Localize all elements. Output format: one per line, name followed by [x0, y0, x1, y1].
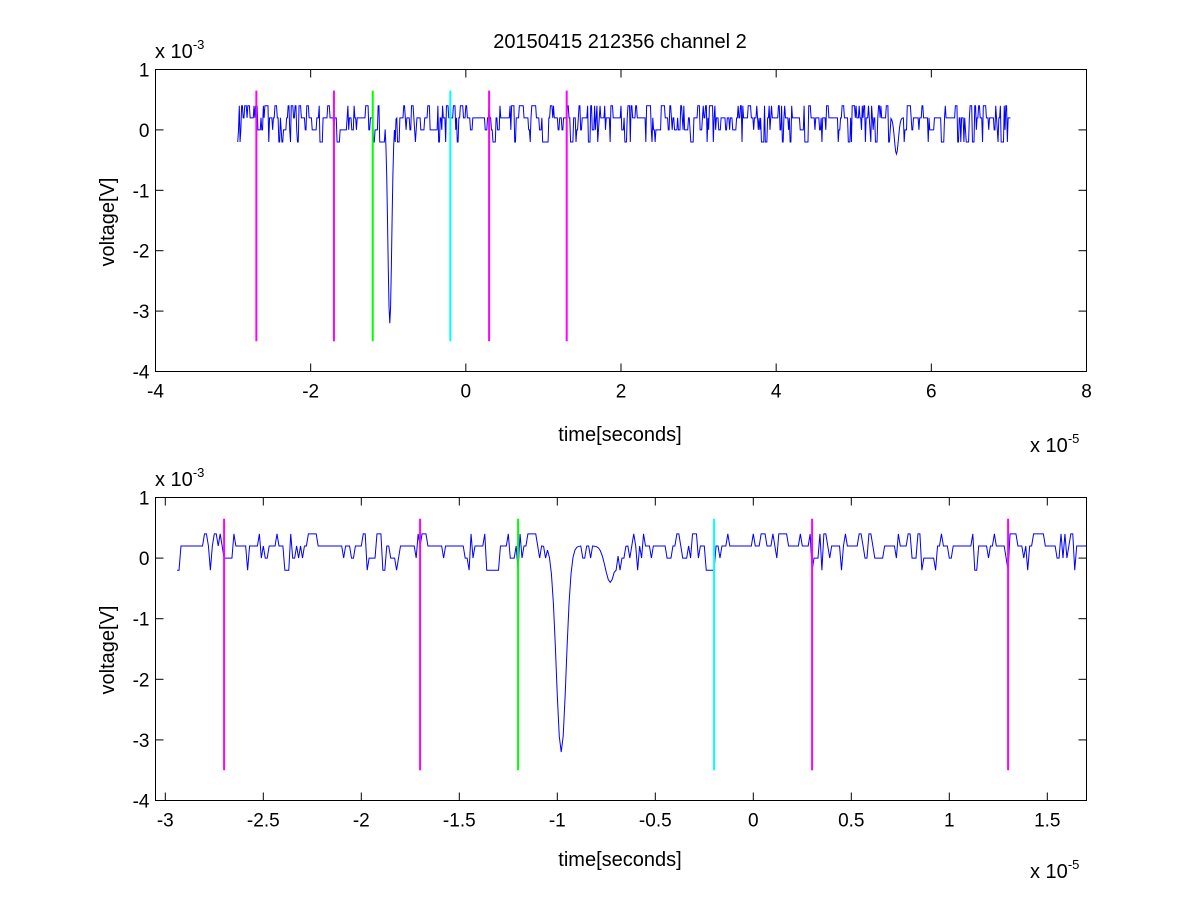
- bottom-x-axis-label: time[seconds]: [558, 849, 681, 871]
- bottom-y-axis-label: voltage[V]: [97, 606, 119, 695]
- top-series-line: [237, 105, 1011, 324]
- top-y-tick-label: 1: [139, 61, 150, 82]
- top-x-axis-label: time[seconds]: [558, 424, 681, 446]
- top-x-tick-label: 8: [1081, 382, 1092, 403]
- bottom-x-tick-label: -2: [353, 811, 370, 832]
- bottom-series-line: [177, 533, 1087, 753]
- bottom-plot: -3 -2.5 -2 -1.5 -1 -0.5 0 0.5 1 1.5 1 0 -1 -2 -3 -4 tim…: [97, 465, 1087, 883]
- bottom-x-tick-label: 1.5: [1034, 811, 1060, 832]
- bottom-x-tick-label: -0.5: [639, 811, 672, 832]
- bottom-x-tick-label: -1.5: [443, 811, 476, 832]
- top-x-tick-label: 0: [461, 382, 472, 403]
- top-y-tick-label: -4: [133, 363, 150, 384]
- bottom-x-tick-label: 0: [748, 811, 759, 832]
- top-x-tick-label: 4: [771, 382, 782, 403]
- bottom-x-tick-label: 1: [944, 811, 955, 832]
- bottom-x-multiplier-exp: -5: [1068, 857, 1080, 872]
- bottom-y-multiplier-base: x 10: [155, 469, 193, 491]
- bottom-y-tick-label: -3: [133, 731, 150, 752]
- top-x-tick-label: -2: [302, 382, 319, 403]
- bottom-x-tick-label: -3: [157, 811, 174, 832]
- bottom-x-tick-label: 0.5: [838, 811, 864, 832]
- top-plot-ticks: -4 -2 0 2 4 6 810-1-2-3-4: [133, 61, 1092, 403]
- top-y-multiplier: x 10-3: [155, 37, 204, 63]
- bottom-y-tick-label: -4: [133, 792, 150, 813]
- top-y-multiplier-exp: -3: [193, 37, 205, 52]
- bottom-x-tick-label: -1: [549, 811, 566, 832]
- top-y-tick-label: 0: [139, 121, 150, 142]
- bottom-y-multiplier-exp: -3: [193, 465, 205, 480]
- bottom-y-tick-label: -1: [133, 610, 150, 631]
- bottom-y-tick-label: 1: [139, 489, 150, 510]
- top-y-tick-label: -2: [133, 242, 150, 263]
- top-y-multiplier-base: x 10: [155, 41, 193, 63]
- top-plot-traces: [237, 90, 1011, 342]
- bottom-x-multiplier-base: x 10: [1030, 861, 1068, 883]
- chart-title: 20150415 212356 channel 2: [493, 31, 747, 53]
- bottom-plot-traces: [177, 518, 1087, 771]
- bottom-x-multiplier: x 10-5: [1030, 857, 1079, 883]
- top-x-tick-label: -4: [147, 382, 164, 403]
- top-y-tick-label: -1: [133, 181, 150, 202]
- bottom-y-tick-label: -2: [133, 670, 150, 691]
- bottom-plot-area: [155, 497, 1087, 801]
- bottom-plot-ticks: -3 -2.5 -2 -1.5 -1 -0.5 0 0.5 1 1.5 1 0 -1 -2 -3 -4: [133, 489, 1087, 832]
- top-x-multiplier-exp: -5: [1068, 431, 1080, 446]
- bottom-x-tick-label: -2.5: [247, 811, 280, 832]
- top-plot: -4 -2 0 2 4 6 810-1-2-3-4 time[seconds] voltag…: [97, 37, 1092, 457]
- bottom-y-multiplier: x 10-3: [155, 465, 204, 491]
- top-x-tick-label: 6: [926, 382, 937, 403]
- top-x-tick-label: 2: [616, 382, 627, 403]
- top-y-axis-label: voltage[V]: [97, 178, 119, 267]
- top-y-tick-label: -3: [133, 302, 150, 323]
- bottom-y-tick-label: 0: [139, 549, 150, 570]
- top-x-multiplier-base: x 10: [1030, 435, 1068, 457]
- top-x-multiplier: x 10-5: [1030, 431, 1079, 457]
